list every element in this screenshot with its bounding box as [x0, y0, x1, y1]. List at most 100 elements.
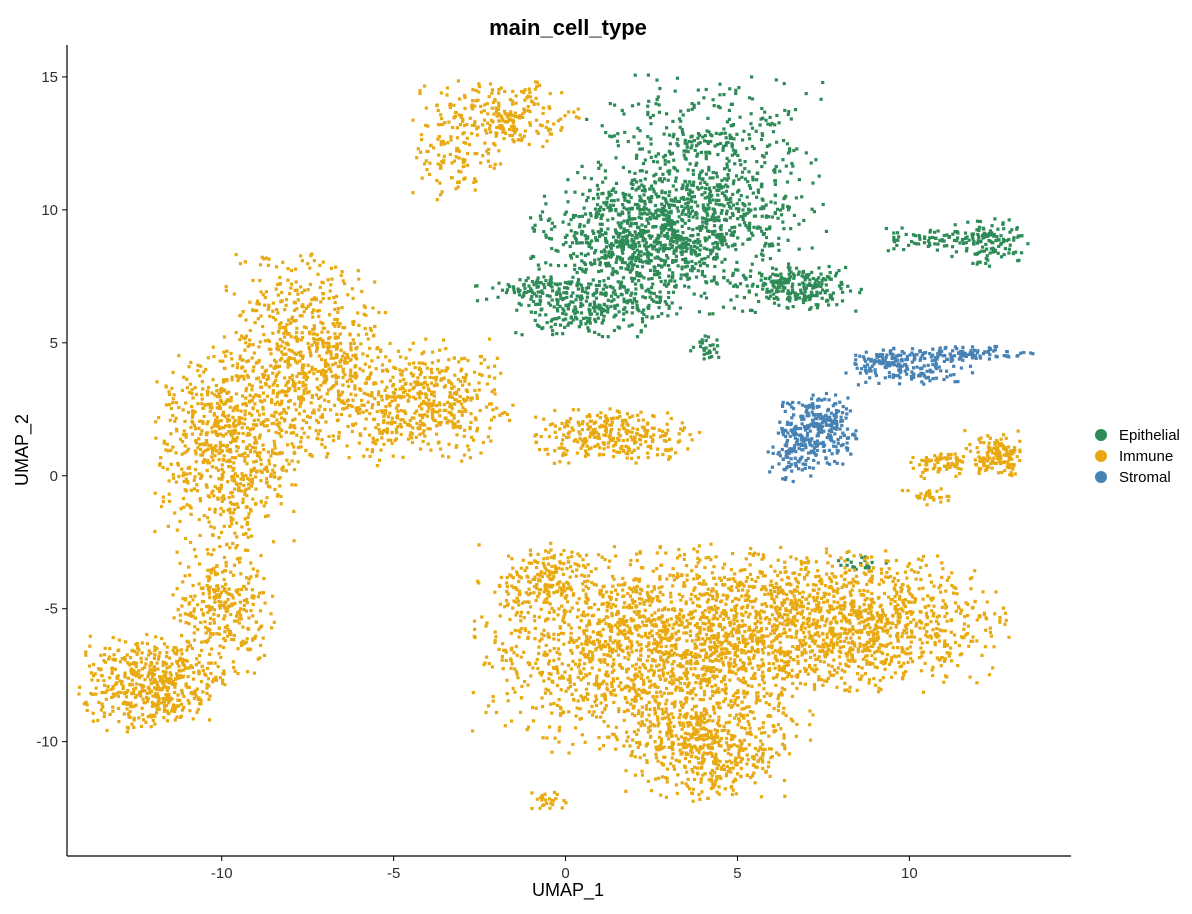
cell-point — [641, 231, 645, 236]
cell-point — [384, 355, 388, 359]
cell-point — [217, 595, 222, 599]
cell-point — [691, 228, 695, 232]
cell-point — [232, 573, 236, 577]
cell-point — [641, 260, 645, 264]
cell-point — [719, 228, 723, 232]
cell-point — [627, 264, 631, 269]
cell-point — [703, 236, 707, 240]
cell-point — [550, 247, 554, 251]
cell-point — [265, 378, 269, 382]
cell-point — [502, 136, 506, 141]
cell-point — [213, 570, 217, 575]
cell-point — [839, 563, 843, 567]
cell-point — [622, 285, 626, 289]
cell-point — [345, 444, 349, 448]
cell-point — [266, 374, 270, 378]
cell-point — [723, 194, 727, 198]
cell-point — [655, 242, 659, 246]
cell-point — [365, 409, 369, 413]
cell-point — [568, 244, 572, 249]
cell-point — [731, 182, 735, 186]
cell-point — [649, 155, 653, 159]
cell-point — [545, 321, 549, 325]
cell-point — [187, 565, 191, 569]
cell-point — [661, 172, 665, 176]
cell-point — [577, 325, 581, 329]
cell-point — [666, 169, 670, 173]
cell-point — [600, 321, 604, 325]
cell-point — [704, 346, 708, 350]
cell-point — [249, 561, 253, 565]
cell-point — [261, 375, 265, 379]
cell-point — [212, 355, 216, 359]
cell-point — [316, 420, 320, 425]
cell-point — [258, 656, 262, 660]
cell-point — [294, 319, 298, 323]
cell-point — [804, 295, 808, 300]
cell-point — [534, 118, 539, 122]
cell-point — [630, 311, 634, 315]
cell-point — [724, 141, 728, 145]
cell-point — [796, 292, 800, 297]
cell-point — [510, 99, 514, 103]
cell-point — [275, 395, 279, 399]
cell-point — [603, 262, 608, 266]
cell-point — [529, 287, 533, 291]
cell-point — [406, 422, 410, 426]
cell-point — [590, 239, 594, 243]
cell-point — [394, 388, 398, 392]
cell-point — [435, 198, 439, 202]
cell-point — [945, 244, 949, 248]
cell-point — [486, 152, 490, 156]
cell-point — [580, 229, 584, 233]
cell-point — [455, 136, 460, 140]
cell-point — [662, 132, 666, 136]
cell-point — [505, 115, 509, 119]
cell-point — [375, 464, 379, 468]
cell-point — [254, 574, 259, 578]
cell-point — [586, 220, 590, 224]
cell-point — [430, 415, 435, 419]
cell-point — [663, 191, 668, 195]
cell-point — [980, 249, 984, 253]
cell-point — [536, 102, 540, 106]
cell-point — [428, 161, 432, 165]
cell-point — [228, 511, 232, 515]
cell-point — [229, 395, 233, 400]
cell-point — [717, 235, 721, 239]
cell-point — [718, 106, 722, 110]
cell-point — [159, 456, 163, 460]
cell-point — [759, 117, 763, 121]
cell-point — [207, 402, 211, 406]
cell-point — [319, 415, 323, 419]
cell-point — [704, 217, 708, 221]
cell-point — [617, 326, 622, 330]
cell-point — [261, 407, 265, 411]
cell-point — [742, 203, 746, 207]
cell-point — [781, 206, 785, 210]
cell-point — [266, 307, 270, 311]
cell-point — [545, 120, 550, 124]
cell-point — [472, 123, 477, 127]
cell-point — [768, 123, 773, 127]
cell-point — [465, 136, 469, 140]
cell-point — [467, 448, 471, 452]
cell-point — [580, 164, 584, 168]
cell-point — [660, 265, 664, 269]
cell-point — [198, 447, 203, 451]
cell-point — [643, 199, 647, 204]
cell-point — [428, 172, 432, 177]
cell-point — [827, 264, 831, 269]
cell-point — [556, 264, 561, 268]
cell-point — [703, 196, 707, 200]
cell-point — [379, 394, 384, 398]
cell-point — [681, 210, 685, 214]
cell-point — [765, 295, 769, 299]
cell-point — [388, 341, 392, 346]
cell-point — [317, 354, 321, 358]
cell-point — [287, 348, 291, 352]
cell-point — [366, 400, 370, 404]
cell-point — [638, 147, 642, 151]
cell-point — [588, 316, 592, 320]
cell-point — [541, 106, 546, 110]
